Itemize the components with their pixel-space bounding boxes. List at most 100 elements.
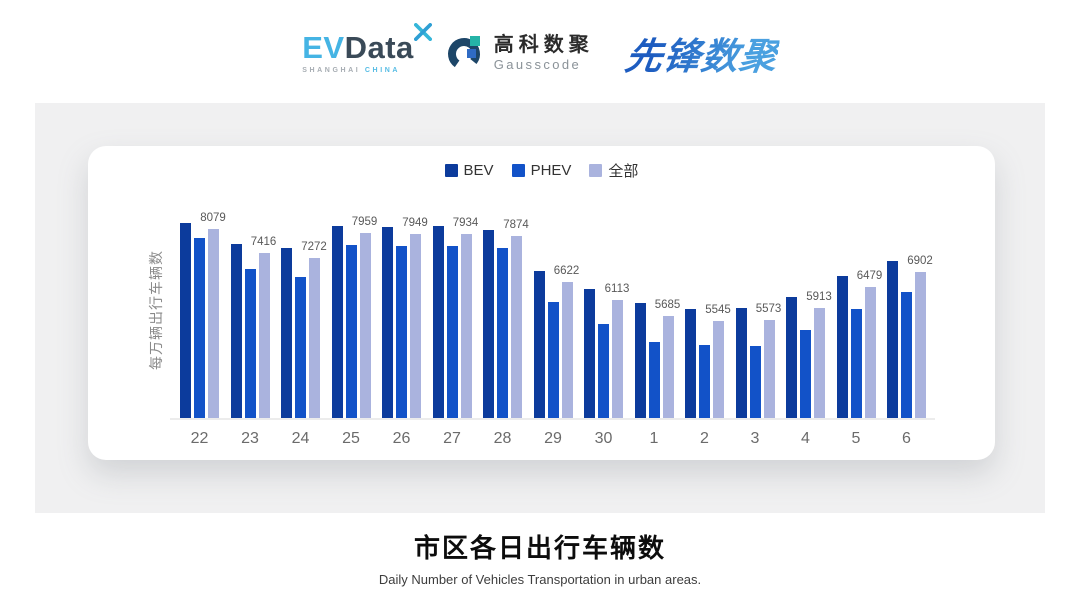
bar-value-label-26: 7949 — [402, 216, 428, 229]
bar-value-label-24: 7272 — [301, 241, 327, 254]
bar-all-26 — [410, 233, 421, 418]
legend-swatch-bev — [444, 164, 458, 177]
bar-bev-4 — [786, 297, 797, 418]
bar-group-30: 6113 — [584, 146, 629, 418]
bar-group-25: 7959 — [331, 146, 377, 418]
evdata-wordmark: EVData — [302, 23, 432, 65]
x-tick-3: 3 — [750, 430, 760, 447]
bar-value-label-6: 6902 — [907, 254, 933, 267]
bar-value-label-23: 7416 — [250, 236, 277, 249]
bar-all-2 — [713, 321, 724, 418]
legend-label-phev: PHEV — [530, 162, 572, 179]
legend-item-bev[interactable]: BEV — [444, 162, 494, 179]
x-tick-28: 28 — [493, 430, 512, 447]
evdata-star-icon — [413, 23, 432, 41]
bar-phev-23 — [244, 269, 256, 418]
chart-legend: BEV PHEV 全部 — [88, 160, 995, 181]
bar-all-1 — [662, 316, 674, 418]
bar-bev-2 — [685, 309, 696, 418]
gausscode-icon — [447, 36, 480, 70]
bar-group-24: 7272 — [281, 146, 327, 418]
bar-value-label-2: 5545 — [705, 304, 731, 317]
gausscode-logo: 高科数聚 Gausscode — [446, 34, 594, 72]
bar-all-4 — [814, 307, 825, 418]
bar-value-label-25: 7959 — [351, 216, 378, 229]
bar-group-4: 5913 — [786, 146, 832, 418]
gausscode-text: 高科数聚 Gausscode — [494, 34, 594, 72]
bar-group-6: 6902 — [887, 146, 933, 418]
bar-phev-28 — [497, 248, 508, 418]
evdata-shanghai-text: SHANGHAI — [302, 67, 361, 74]
bar-all-5 — [864, 287, 876, 418]
bar-phev-4 — [800, 330, 811, 418]
bar-all-6 — [915, 271, 926, 418]
bar-phev-26 — [396, 246, 407, 418]
bar-bev-1 — [634, 303, 646, 418]
bar-value-label-28: 7874 — [503, 219, 529, 232]
bar-bev-3 — [735, 308, 747, 418]
bar-phev-27 — [446, 246, 458, 418]
bar-bev-22 — [180, 223, 191, 418]
x-tick-22: 22 — [190, 430, 209, 447]
bar-phev-5 — [850, 309, 862, 418]
bar-value-label-29: 6622 — [553, 264, 580, 277]
evdata-ev-text: EV — [302, 30, 345, 65]
pioneer-logo: 先锋数聚 — [622, 26, 782, 80]
bar-phev-30 — [598, 324, 609, 418]
bar-value-label-1: 5685 — [654, 299, 681, 311]
x-tick-6: 6 — [902, 430, 911, 447]
bar-bev-27 — [432, 226, 444, 418]
bar-phev-3 — [749, 346, 761, 418]
bar-group-29: 6622 — [533, 146, 579, 418]
x-tick-4: 4 — [801, 430, 810, 447]
bar-phev-24 — [295, 277, 306, 418]
bar-all-23 — [258, 253, 270, 418]
page-title: 市区各日出行车辆数 — [413, 533, 666, 563]
bar-all-30 — [612, 300, 623, 418]
plot-area: 8079 22 7416 23 7272 24 7959 25 7949 26 7934 27 7874… — [170, 146, 935, 447]
x-tick-30: 30 — [594, 430, 613, 447]
bar-group-3: 5573 — [735, 146, 781, 418]
bar-group-26: 7949 — [382, 146, 428, 418]
bar-phev-1 — [648, 342, 660, 418]
bar-all-22 — [208, 228, 219, 418]
bar-value-label-4: 5913 — [806, 290, 832, 303]
bar-group-23: 7416 — [230, 146, 276, 418]
bar-group-2: 5545 — [685, 146, 731, 418]
y-axis-title: 每万辆出行车辆数 — [148, 250, 164, 370]
x-tick-5: 5 — [851, 430, 861, 447]
bar-bev-26 — [382, 227, 393, 418]
bar-phev-29 — [547, 302, 559, 418]
bar-phev-25 — [345, 245, 357, 418]
header-logos: EVData SHANGHAI CHINA 高科数聚 Gausscode — [0, 20, 1080, 86]
x-tick-23: 23 — [241, 430, 259, 447]
page-subtitle: Daily Number of Vehicles Transportation … — [378, 572, 702, 587]
bar-bev-6 — [887, 261, 898, 418]
footer: 市区各日出行车辆数 Daily Number of Vehicles Trans… — [0, 528, 1080, 587]
bar-group-27: 7934 — [432, 146, 478, 418]
evdata-logo: EVData SHANGHAI CHINA — [302, 23, 432, 74]
legend-item-all[interactable]: 全部 — [589, 160, 638, 181]
bar-value-label-30: 6113 — [604, 283, 630, 296]
evdata-data-text: Data — [344, 30, 414, 65]
bar-bev-24 — [281, 248, 292, 418]
bar-value-label-3: 5573 — [755, 303, 782, 316]
bar-bev-29 — [533, 271, 545, 418]
bar-all-28 — [511, 236, 522, 418]
legend-swatch-phev — [511, 164, 525, 177]
x-tick-26: 26 — [392, 430, 411, 447]
x-tick-29: 29 — [544, 430, 562, 447]
legend-item-phev[interactable]: PHEV — [511, 162, 572, 179]
bar-all-29 — [561, 281, 573, 418]
bar-value-label-27: 7934 — [452, 217, 479, 230]
bar-group-5: 6479 — [836, 146, 882, 418]
bar-group-22: 8079 — [180, 146, 226, 418]
chart-card: BEV PHEV 全部 每万辆出行车辆数 8079 22 7416 23 7272 2 4 795… — [88, 146, 995, 460]
bar-bev-28 — [483, 230, 494, 418]
bar-all-27 — [460, 234, 472, 418]
x-tick-25: 25 — [342, 430, 360, 447]
bar-phev-6 — [901, 292, 912, 418]
x-tick-1: 1 — [649, 430, 659, 447]
x-tick-2: 2 — [700, 430, 709, 447]
evdata-subtext: SHANGHAI CHINA — [302, 67, 400, 74]
